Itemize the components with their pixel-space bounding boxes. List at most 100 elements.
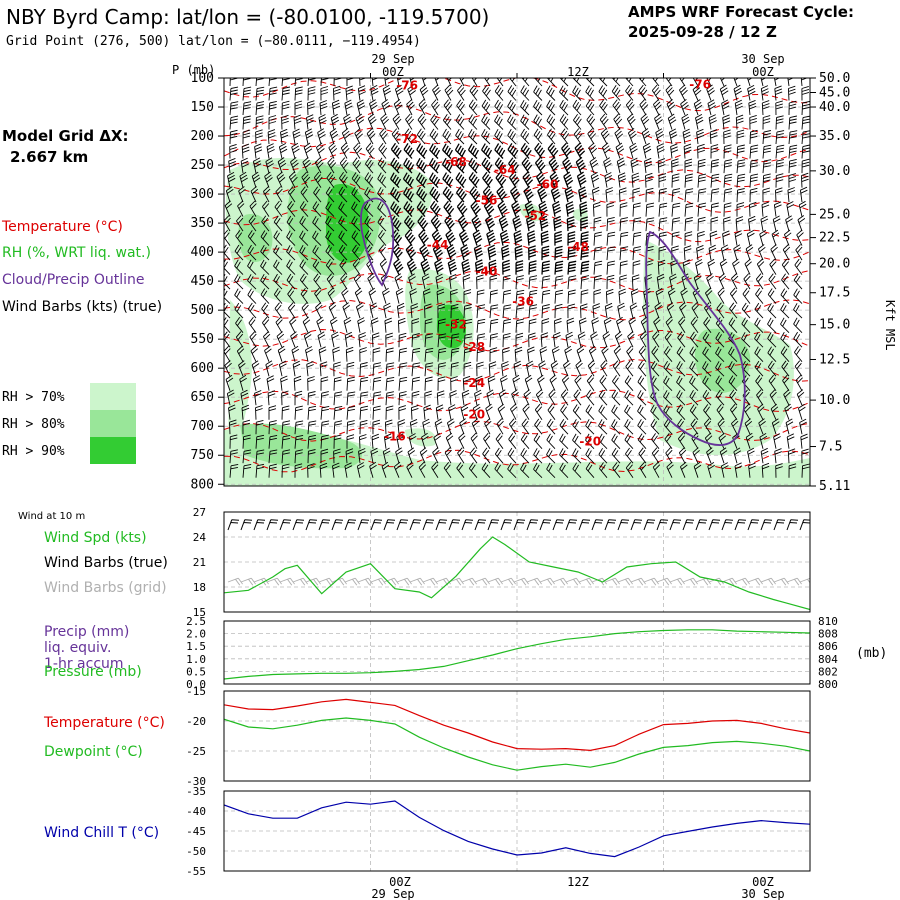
- wind-barb: [788, 115, 797, 130]
- wind-barb: [416, 128, 426, 145]
- pressure-tick-label: 300: [191, 187, 214, 202]
- wind-barb: [234, 288, 244, 304]
- wind-barb: [294, 463, 303, 478]
- wind-barb: [653, 316, 661, 333]
- wind-barb: [702, 331, 712, 348]
- wind-barb: [508, 433, 517, 449]
- wind-barb: [239, 171, 248, 188]
- wind-barb: [385, 391, 394, 406]
- wind-barb: [625, 84, 634, 101]
- wind-barb: [494, 99, 504, 116]
- wind-barb: [481, 114, 491, 130]
- wind-barb: [553, 331, 561, 348]
- wind-barb: [573, 128, 583, 145]
- wind-barb: [665, 78, 673, 87]
- wind-barb: [406, 258, 417, 275]
- wind-barb: [669, 577, 685, 586]
- wind-barb: [287, 186, 296, 203]
- wind-barb: [424, 303, 432, 319]
- wind-barb: [574, 374, 582, 391]
- wind-barb: [294, 434, 304, 449]
- rh-level-label: RH > 70%: [2, 390, 65, 405]
- wind-barb: [340, 273, 348, 290]
- wind-barb: [487, 375, 496, 391]
- wind-barb: [443, 200, 455, 217]
- wind-barb: [794, 258, 803, 275]
- wind-barb: [599, 113, 609, 130]
- wind-barb: [463, 318, 473, 333]
- wind-barb: [405, 113, 414, 130]
- wind-barb: [446, 78, 453, 87]
- wind-barb: [565, 201, 575, 217]
- wind-barb: [447, 258, 458, 275]
- wind-barb: [227, 519, 240, 531]
- wind-barb: [715, 331, 725, 348]
- wind-barb: [588, 345, 597, 362]
- wind-barb: [728, 361, 738, 377]
- wind-barb: [264, 345, 272, 362]
- wind-barb: [416, 201, 428, 218]
- wind-barb: [743, 273, 751, 290]
- y-tick-label: 1.5: [186, 640, 206, 653]
- wind-barb: [801, 100, 810, 116]
- wind-barb: [494, 143, 506, 159]
- wind-barb: [242, 115, 251, 130]
- wind-barb: [677, 432, 686, 449]
- wind-barb: [562, 360, 571, 377]
- wind-barb: [554, 260, 564, 275]
- wind-barb: [268, 115, 277, 130]
- legend-rh: RH (%, WRT liq. wat.): [2, 245, 151, 261]
- wind-barb: [534, 78, 543, 87]
- wind-barb: [536, 171, 547, 188]
- wind-barb: [260, 244, 270, 261]
- wind-barb: [333, 420, 343, 435]
- wind-barb: [630, 288, 639, 304]
- wind-barb: [385, 347, 394, 362]
- wind-barb: [603, 157, 612, 174]
- wind-barb: [601, 142, 611, 159]
- wind-barb: [353, 142, 363, 159]
- wind-barb: [330, 113, 340, 130]
- wind-barb: [487, 244, 497, 261]
- wind-barb: [317, 128, 326, 145]
- wind-barb: [396, 519, 409, 531]
- wind-barb: [602, 331, 611, 348]
- wind-barb: [598, 447, 608, 464]
- wind-barb: [455, 114, 465, 130]
- wind-barb: [682, 519, 695, 531]
- wind-barb: [773, 433, 781, 449]
- height-tick-label: 12.5: [819, 352, 850, 367]
- bottom-hour-label: 00Z: [752, 875, 774, 889]
- wind-barb: [268, 449, 278, 464]
- wind-barb: [351, 186, 361, 203]
- wind-barb: [548, 156, 560, 174]
- y-tick-label: 0.0: [186, 678, 206, 691]
- wind-barb: [416, 157, 428, 174]
- wind-barb: [593, 216, 602, 232]
- isotherm: [224, 299, 810, 321]
- wind-barb: [458, 432, 466, 449]
- wind-barb: [333, 391, 343, 406]
- precip-accum-label: 1-hr accum: [44, 656, 124, 672]
- wind-barb: [671, 217, 681, 232]
- wind-barb: [450, 303, 459, 319]
- wind-barb: [520, 447, 530, 464]
- wind-barb: [663, 404, 673, 421]
- wind-barb: [359, 78, 367, 87]
- bottom-time-axis: 00Z 29 Sep 12Z 00Z 30 Sep: [371, 875, 784, 900]
- wind-barb: [403, 186, 415, 203]
- wind-barb: [294, 86, 303, 101]
- wind-barb: [476, 274, 484, 290]
- wind-barb: [567, 231, 576, 246]
- wind-barb: [782, 244, 791, 261]
- wind-barb: [488, 259, 497, 275]
- temperature-contour-label: -44: [427, 238, 449, 252]
- wind-barb: [566, 216, 575, 232]
- wind-barb: [734, 577, 750, 586]
- wind-barb: [554, 245, 563, 261]
- wind-barb: [303, 142, 313, 159]
- wind-barb: [709, 230, 718, 246]
- wind-barb: [333, 448, 341, 464]
- temperature-contour-label: -20: [579, 434, 601, 448]
- wind-barb: [521, 418, 530, 435]
